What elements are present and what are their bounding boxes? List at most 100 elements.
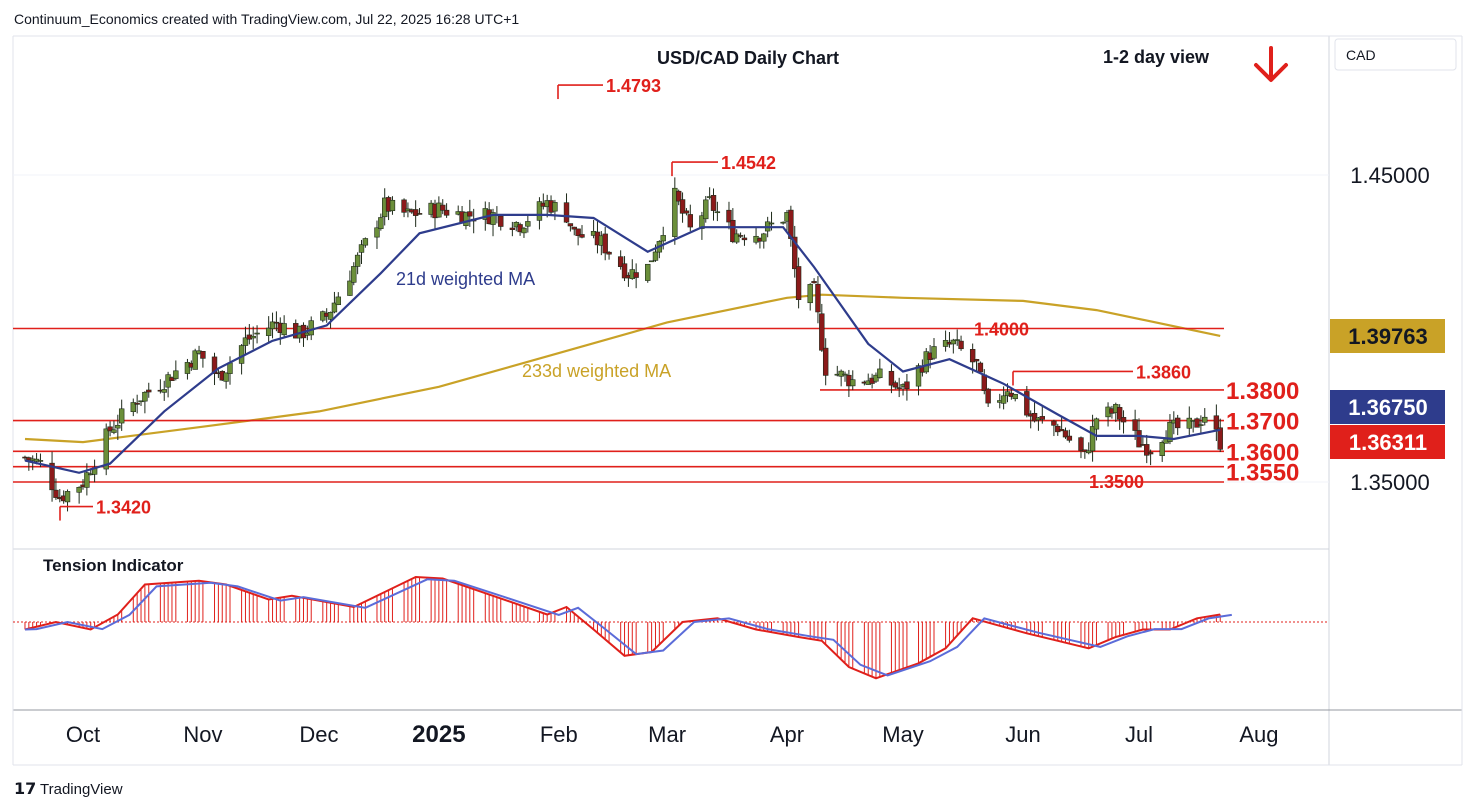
candle xyxy=(579,225,585,239)
candle xyxy=(463,211,469,230)
candle xyxy=(904,373,910,401)
candle xyxy=(838,369,844,387)
candle xyxy=(412,200,419,227)
candle xyxy=(347,270,353,296)
long-ma-label: 233d weighted MA xyxy=(522,361,671,381)
candle xyxy=(1144,434,1150,464)
time-axis-label: Jul xyxy=(1125,722,1153,747)
currency-button[interactable] xyxy=(1334,38,1457,71)
candle xyxy=(850,370,856,391)
annotation-label: 1.4542 xyxy=(721,153,776,173)
candle xyxy=(645,263,651,283)
candle xyxy=(1198,415,1204,435)
down-arrow-icon xyxy=(1254,46,1288,82)
candle xyxy=(509,221,516,237)
candle xyxy=(1147,449,1154,466)
candles-layer xyxy=(22,177,1223,512)
candle xyxy=(118,399,125,431)
candle xyxy=(1105,402,1111,427)
candle xyxy=(575,228,581,246)
candle xyxy=(254,325,260,344)
candle xyxy=(648,260,655,263)
candle xyxy=(1089,414,1096,462)
candle xyxy=(265,316,272,343)
candle xyxy=(617,250,624,270)
level-label: 1.3500 xyxy=(1089,472,1144,492)
tradingview-logo[interactable]: 𝟭𝟳 TradingView xyxy=(14,781,123,798)
candle xyxy=(714,201,721,222)
candle xyxy=(1000,386,1007,410)
candle xyxy=(335,292,341,306)
level-label: 1.3800 xyxy=(1226,378,1299,405)
level-label: 1.3600 xyxy=(1226,439,1299,466)
long-ma-line xyxy=(24,293,1221,444)
candle xyxy=(1159,440,1165,462)
candle xyxy=(498,214,504,231)
price-axis-label: 1.45000 xyxy=(1350,163,1430,188)
candle xyxy=(761,232,767,249)
candle xyxy=(362,237,369,248)
candle xyxy=(103,423,109,476)
candle xyxy=(1213,404,1220,442)
currency-label: CAD xyxy=(1346,47,1376,63)
candle xyxy=(734,229,740,244)
candle xyxy=(53,478,59,500)
level-label: 1.3700 xyxy=(1226,409,1299,436)
view-label: 1-2 day view xyxy=(1103,47,1210,67)
candle xyxy=(931,338,937,360)
candle xyxy=(571,226,577,236)
candle xyxy=(1012,393,1018,402)
short-ma-layer xyxy=(24,213,1221,474)
level-label: 1.4000 xyxy=(974,320,1029,340)
candle xyxy=(737,232,744,238)
indicator-line-fast xyxy=(24,575,1221,680)
candle xyxy=(633,263,639,289)
candle xyxy=(954,329,960,346)
svg-text:1.36311: 1.36311 xyxy=(1349,430,1427,455)
candle xyxy=(443,203,450,218)
candle xyxy=(1086,442,1092,455)
candle xyxy=(675,189,682,206)
price-badge: 1.36311 xyxy=(1330,425,1445,459)
candle xyxy=(134,394,140,414)
time-axis-label: Apr xyxy=(770,722,804,747)
candle xyxy=(192,348,198,370)
candle xyxy=(351,262,357,286)
candle xyxy=(440,199,446,215)
candle xyxy=(819,303,825,352)
candle xyxy=(416,207,423,215)
candle xyxy=(374,220,380,249)
candle xyxy=(1024,386,1030,418)
candle xyxy=(1031,402,1038,423)
time-axis-label: 2025 xyxy=(412,721,465,748)
candle xyxy=(606,251,612,260)
candle xyxy=(1202,408,1208,426)
candle xyxy=(780,221,786,225)
candle xyxy=(146,382,152,398)
indicator-histogram xyxy=(24,577,1221,679)
candle xyxy=(563,193,570,224)
candle xyxy=(710,188,717,221)
price-badge: 1.39763 xyxy=(1330,319,1445,353)
candle xyxy=(726,201,732,230)
candle xyxy=(1217,418,1223,452)
candle xyxy=(815,276,821,324)
candle xyxy=(730,208,736,244)
candle xyxy=(521,226,527,238)
candle xyxy=(958,335,964,351)
candle xyxy=(888,364,895,394)
candle xyxy=(76,486,82,504)
candle xyxy=(111,420,117,435)
candle xyxy=(84,463,90,496)
candle xyxy=(1186,406,1192,436)
candle xyxy=(378,213,384,231)
time-axis-label: Mar xyxy=(648,722,686,747)
candle xyxy=(130,398,136,417)
candle xyxy=(91,459,98,483)
candle xyxy=(1194,417,1200,428)
candle xyxy=(401,198,407,218)
candle xyxy=(822,338,829,386)
candle xyxy=(184,358,191,380)
candle xyxy=(64,489,71,512)
